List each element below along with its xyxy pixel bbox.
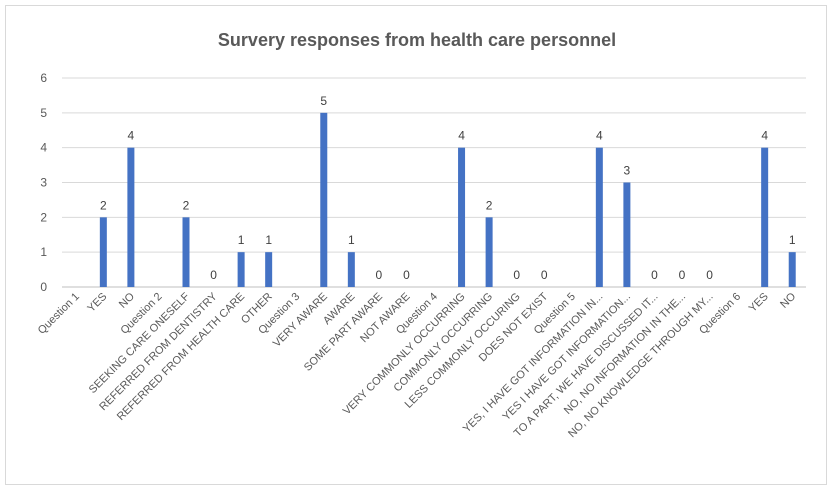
- data-label: 1: [265, 233, 272, 247]
- bar: [761, 147, 769, 287]
- data-label: 4: [761, 129, 768, 143]
- bar: [265, 252, 273, 287]
- bar: [127, 147, 135, 287]
- data-label: 0: [376, 268, 383, 282]
- y-tick-label: 0: [40, 280, 47, 294]
- data-labels: 2 4 2 0 1 1 5 1 0 0 4 2 0 0 4 3 0 0 0 4 1: [100, 94, 796, 282]
- bar: [623, 182, 631, 287]
- data-label: 5: [320, 94, 327, 108]
- data-label: 1: [789, 233, 796, 247]
- category-label: YES: [747, 291, 771, 315]
- y-tick-label: 1: [40, 245, 47, 259]
- bar: [347, 252, 355, 287]
- bar: [458, 147, 466, 287]
- bar: [237, 252, 245, 287]
- y-tick-label: 4: [40, 141, 47, 155]
- data-label: 0: [706, 268, 713, 282]
- chart-frame: [5, 5, 827, 485]
- data-label: 0: [513, 268, 520, 282]
- bar: [788, 252, 796, 287]
- data-label: 4: [596, 129, 603, 143]
- bar: [320, 112, 328, 287]
- bar: [99, 217, 107, 287]
- data-label: 0: [541, 268, 548, 282]
- y-axis-ticks: 0 1 2 3 4 5 6: [40, 71, 47, 294]
- data-label: 0: [210, 268, 217, 282]
- category-label: REFERRED FROM HEALTH CARE: [115, 291, 247, 423]
- bar: [595, 147, 603, 287]
- data-label: 3: [624, 164, 631, 178]
- category-label: REFERRED FROM DENTISTRY: [97, 290, 220, 413]
- category-label: Question 1: [36, 291, 82, 337]
- category-label: NO: [778, 290, 798, 310]
- category-label: YES: [85, 291, 109, 315]
- bars: [99, 112, 796, 287]
- y-tick-label: 2: [40, 210, 47, 224]
- gridlines: [62, 77, 806, 288]
- data-label: 1: [238, 233, 245, 247]
- data-label: 0: [679, 268, 686, 282]
- data-label: 0: [651, 268, 658, 282]
- data-label: 0: [403, 268, 410, 282]
- chart-title: Survery responses from health care perso…: [217, 30, 617, 50]
- data-label: 4: [128, 129, 135, 143]
- y-tick-label: 6: [40, 71, 47, 85]
- y-tick-label: 3: [40, 176, 47, 190]
- category-label: NO: [117, 290, 137, 310]
- data-label: 4: [458, 129, 465, 143]
- bar: [485, 217, 493, 287]
- data-label: 2: [486, 198, 493, 212]
- y-tick-label: 5: [40, 106, 47, 120]
- data-label: 1: [348, 233, 355, 247]
- bar: [182, 217, 190, 287]
- data-label: 2: [183, 198, 190, 212]
- data-label: 2: [100, 198, 107, 212]
